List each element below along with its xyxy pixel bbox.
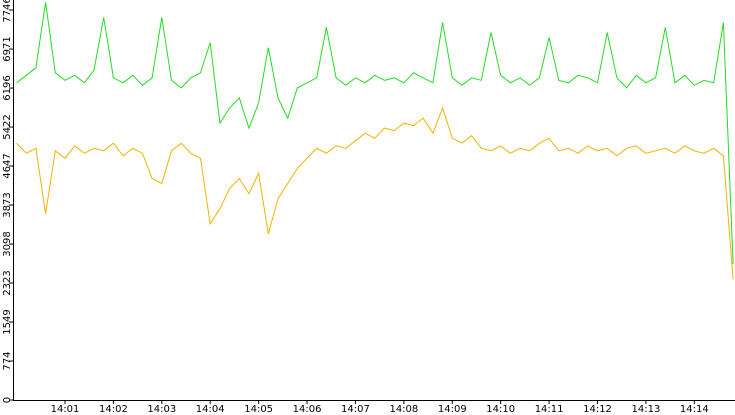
y-tick-label: 774 — [2, 351, 13, 370]
x-tick-label: 14:02 — [99, 404, 128, 415]
series-line — [16, 2, 734, 265]
y-tick-label: 5422 — [2, 114, 13, 139]
x-tick-label: 14:11 — [535, 404, 564, 415]
x-tick-label: 14:09 — [438, 404, 467, 415]
x-tick-label: 14:08 — [389, 404, 418, 415]
y-tick-label: 2323 — [2, 270, 13, 295]
x-tick-label: 14:10 — [486, 404, 515, 415]
y-tick-label: 4647 — [2, 153, 13, 178]
series-line — [16, 106, 734, 280]
y-tick-label: 1549 — [2, 309, 13, 334]
y-tick-label: 3873 — [2, 192, 13, 217]
y-tick-label: 3098 — [2, 231, 13, 256]
x-tick-label: 14:04 — [196, 404, 225, 415]
x-tick-label: 14:03 — [147, 404, 176, 415]
y-tick-label: 0 — [2, 397, 13, 403]
x-tick-label: 14:07 — [341, 404, 370, 415]
y-tick-label: 7746 — [2, 0, 13, 23]
x-tick-label: 14:05 — [244, 404, 273, 415]
x-tick-label: 14:12 — [583, 404, 612, 415]
y-tick-label: 6196 — [2, 75, 13, 100]
x-tick-label: 14:13 — [632, 404, 661, 415]
x-tick-label: 14:01 — [51, 404, 80, 415]
x-tick-label: 14:14 — [680, 404, 709, 415]
x-tick-label: 14:06 — [293, 404, 322, 415]
y-tick-label: 6971 — [2, 36, 13, 61]
